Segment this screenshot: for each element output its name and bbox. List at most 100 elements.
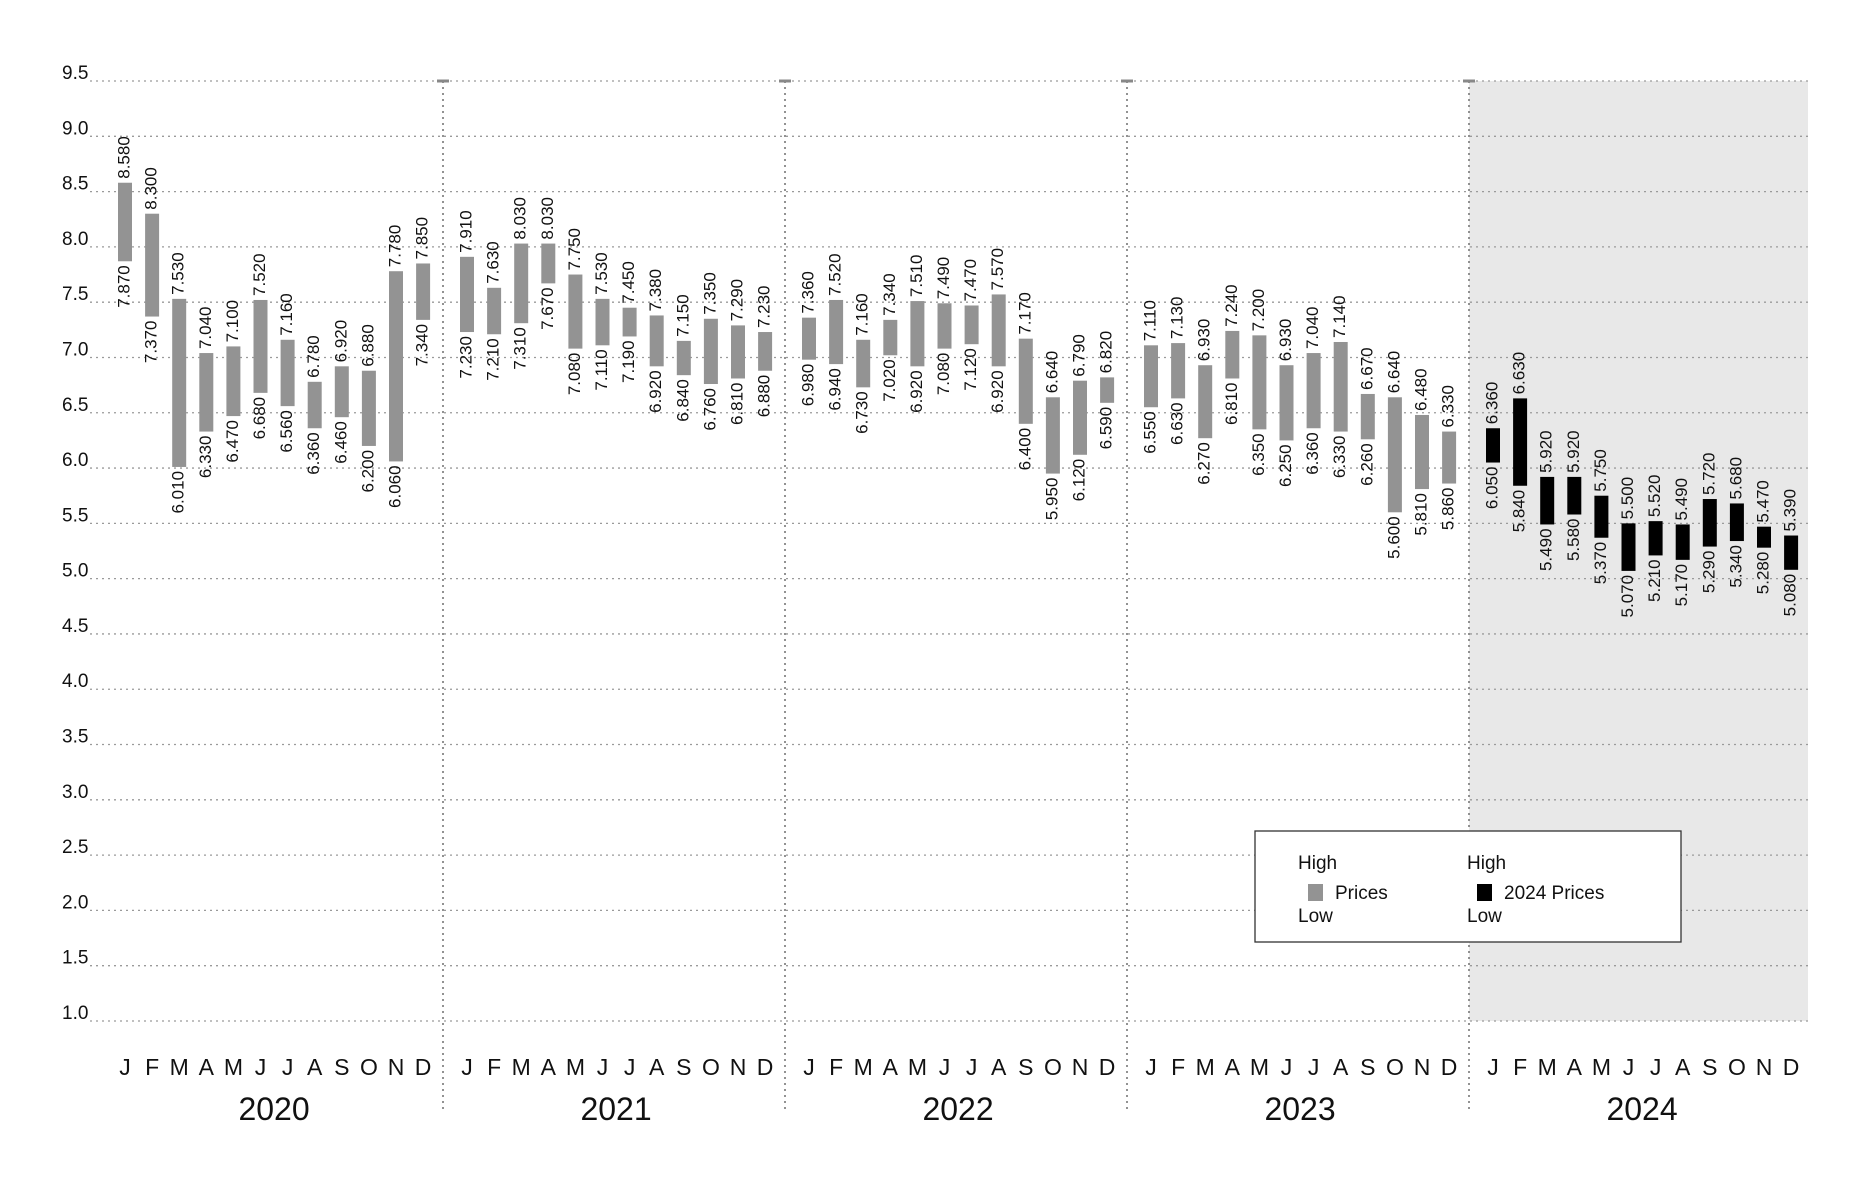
high-value-label: 7.340 [880,273,899,316]
low-value-label: 5.170 [1672,564,1691,607]
month-label: A [1225,1054,1241,1080]
high-value-label: 5.520 [1645,475,1664,518]
month-label: J [1308,1054,1320,1080]
low-value-label: 7.080 [565,353,584,396]
low-value-label: 6.920 [646,370,665,413]
range-bar [964,305,979,345]
high-value-label: 6.480 [1411,368,1430,411]
month-label: F [1513,1054,1527,1080]
low-value-label: 7.670 [538,287,557,330]
range-bar [1306,353,1321,429]
y-tick-label: 4.5 [62,616,88,637]
year-label: 2021 [580,1091,651,1127]
range-bar [1415,414,1429,490]
month-label: D [1099,1054,1116,1080]
low-value-label: 7.340 [413,324,432,367]
range-bar [1252,335,1267,430]
month-label: A [649,1054,665,1080]
range-bar [676,340,691,376]
low-value-label: 6.980 [798,364,817,407]
low-value-label: 6.810 [1222,382,1241,425]
month-label: O [702,1054,720,1080]
month-label: A [1567,1054,1583,1080]
month-label: O [360,1054,378,1080]
high-value-label: 5.720 [1699,452,1718,495]
range-bar [1045,397,1060,474]
y-tick-label: 5.0 [62,561,88,582]
month-label: D [757,1054,774,1080]
range-bar [280,339,295,407]
low-value-label: 5.290 [1699,551,1718,594]
high-value-label: 7.140 [1330,295,1349,338]
legend-swatch [1477,884,1492,901]
legend-high-label: High [1467,853,1506,874]
high-value-label: 5.500 [1618,477,1637,520]
month-label: J [1487,1054,1499,1080]
high-value-label: 7.110 [1140,300,1159,341]
month-label: A [1333,1054,1349,1080]
range-bar [910,301,925,367]
month-label: J [1145,1054,1157,1080]
low-value-label: 7.370 [142,321,161,364]
range-bar [622,307,637,337]
legend-low-label: Low [1298,906,1333,927]
month-label: J [1623,1054,1635,1080]
low-value-label: 5.070 [1618,575,1637,618]
y-tick-label: 1.0 [62,1003,88,1024]
low-value-label: 6.730 [853,391,872,434]
month-label: D [1783,1054,1800,1080]
range-bar [416,263,431,320]
high-value-label: 7.200 [1249,289,1268,332]
year-label: 2022 [922,1091,993,1127]
low-value-label: 6.330 [1330,436,1349,479]
y-tick-label: 4.0 [62,671,88,692]
range-bar [199,353,214,432]
month-label: M [1250,1054,1269,1080]
range-bar [172,298,187,467]
high-value-label: 7.530 [169,252,188,295]
range-bar [1486,428,1500,463]
range-bar [1100,377,1115,403]
low-value-label: 6.840 [673,379,692,422]
month-label: F [487,1054,501,1080]
range-bar [568,274,583,349]
low-value-label: 6.350 [1249,433,1268,476]
month-label: O [1728,1054,1746,1080]
high-value-label: 7.520 [250,253,269,296]
high-value-label: 7.160 [853,293,872,336]
range-bar [758,332,773,371]
range-bar [1567,476,1582,515]
range-bar [703,318,718,385]
month-label: N [1756,1054,1773,1080]
low-value-label: 6.810 [727,382,746,425]
low-value-label: 5.600 [1384,516,1403,559]
y-tick-label: 9.0 [62,118,88,139]
high-value-label: 6.670 [1357,347,1376,390]
low-value-label: 6.120 [1069,459,1088,502]
low-value-label: 7.870 [114,265,133,308]
high-value-label: 7.530 [592,252,611,295]
low-value-label: 5.810 [1411,493,1430,536]
month-label: M [566,1054,585,1080]
month-label: D [415,1054,432,1080]
high-value-label: 7.780 [385,225,404,268]
high-value-label: 5.680 [1726,457,1745,500]
y-tick-label: 2.0 [62,892,88,913]
low-value-label: 6.460 [331,421,350,464]
month-label: A [307,1054,323,1080]
high-value-label: 5.470 [1753,480,1772,523]
month-label: A [199,1054,215,1080]
low-value-label: 6.920 [988,370,1007,413]
y-tick-label: 2.5 [62,837,88,858]
range-bar [1198,365,1213,439]
high-value-label: 8.300 [142,167,161,210]
month-label: J [461,1054,473,1080]
low-value-label: 7.210 [484,338,503,381]
y-tick-label: 1.5 [62,948,88,969]
range-bar [514,243,529,324]
legend-low-label: Low [1467,906,1502,927]
range-bar [856,339,871,388]
legend-high-label: High [1298,853,1337,874]
year-label: 2024 [1606,1091,1677,1127]
low-value-label: 6.360 [1303,432,1322,475]
